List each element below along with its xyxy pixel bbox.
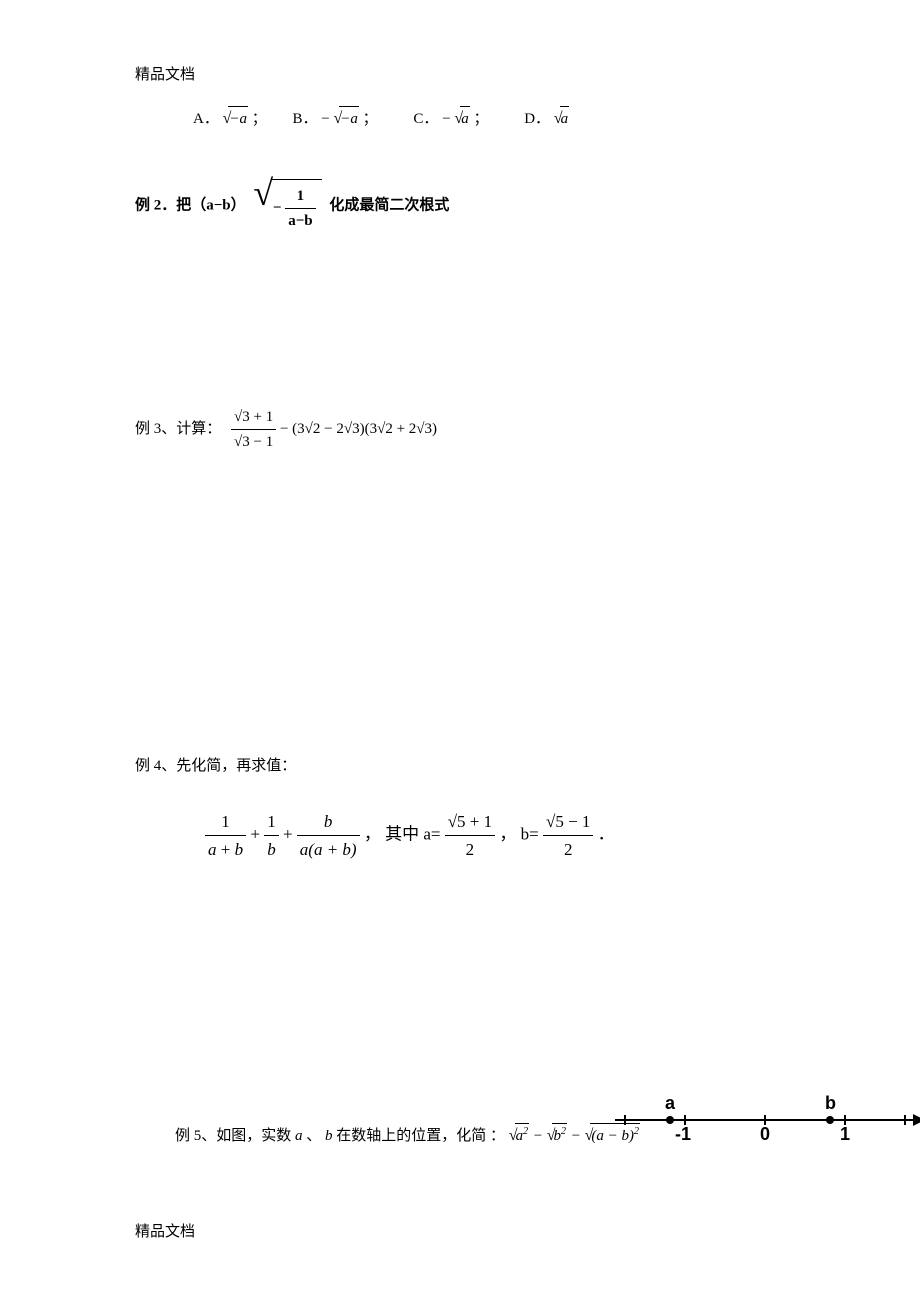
example-2-sqrt: √ − 1 a−b — [253, 177, 321, 235]
option-b-arg: −a — [339, 106, 359, 131]
ex5-sqrt-a2: √a2 — [509, 1123, 529, 1149]
option-c-arg: a — [460, 106, 470, 131]
example-3-label: 例 3、计算： — [135, 417, 221, 441]
ex4-term2: 1 b — [264, 808, 279, 863]
example-2-label: 例 2．把（a−b） — [135, 197, 246, 213]
ex4-term1: 1 a + b — [205, 808, 246, 863]
numberline-zero: 0 — [760, 1124, 770, 1144]
option-c-expr: √a — [454, 106, 469, 132]
option-b-minus: − — [321, 107, 329, 131]
ex4-a-value: √5 + 1 2 — [445, 808, 495, 863]
option-d: D． √a — [524, 106, 569, 132]
numberline-one: 1 — [840, 1124, 850, 1144]
example-3-frac: √3 + 1 √3 − 1 — [231, 405, 276, 454]
ex4-where: 其中 a= — [385, 824, 440, 843]
option-a-arg: −a — [228, 106, 248, 131]
ex4-b-num: √5 − 1 — [543, 808, 593, 835]
option-a: A． √−a ； — [193, 106, 267, 132]
ex4-a-den: 2 — [445, 835, 495, 863]
option-a-label: A． — [193, 107, 219, 131]
option-c-label: C． — [413, 107, 438, 131]
page-header: 精品文档 — [135, 63, 195, 87]
ex4-t1-den: a + b — [205, 835, 246, 863]
ex5-minus2: − — [571, 1128, 581, 1144]
page-footer: 精品文档 — [135, 1220, 195, 1244]
option-d-label: D． — [524, 107, 550, 131]
ex4-a-num: √5 + 1 — [445, 808, 495, 835]
example-2-frac-den: a−b — [285, 208, 315, 233]
example-4-expr: 1 a + b + 1 b + b a(a + b) ， 其中 a= √5 + … — [205, 808, 815, 863]
ex5-minus1: − — [533, 1128, 543, 1144]
example-3-num: √3 + 1 — [231, 405, 276, 429]
ex4-b-den: 2 — [543, 835, 593, 863]
ex5-b2-base: b — [553, 1128, 561, 1144]
numberline-label-a: a — [665, 1093, 676, 1113]
ex4-t3-num: b — [297, 808, 360, 835]
number-line-svg: a b -1 0 1 — [615, 1085, 920, 1145]
ex4-t1-den-b: b — [235, 840, 244, 859]
example-2-frac: 1 a−b — [285, 184, 315, 233]
ex5-post: 在数轴上的位置，化简 ： — [336, 1128, 505, 1144]
number-line-figure: a b -1 0 1 — [615, 1085, 920, 1145]
ex4-b-value: √5 − 1 2 — [543, 808, 593, 863]
document-content: A． √−a ； B． − √−a ； C． − √a ； D． √a — [135, 100, 815, 1149]
example-2-frac-num: 1 — [285, 184, 315, 208]
ex4-plus2: + — [283, 824, 293, 843]
example-2: 例 2．把（a−b） √ − 1 a−b 化成最简二次根式 — [135, 177, 815, 235]
example-4: 例 4、先化简，再求值： 1 a + b + 1 b + b a(a + b) … — [135, 754, 815, 863]
ex4-t2-num: 1 — [264, 808, 279, 835]
ex5-mid: 、 — [306, 1128, 321, 1144]
numberline-neg1: -1 — [675, 1124, 691, 1144]
ex4-term3: b a(a + b) — [297, 808, 360, 863]
ex4-t1-den-plus: + — [221, 840, 231, 859]
option-b: B． − √−a ； — [293, 106, 378, 132]
ex4-comma: ， — [364, 824, 381, 843]
ex5-a: a — [295, 1128, 303, 1144]
option-d-arg: a — [560, 106, 570, 131]
ex4-plus1: + — [250, 824, 260, 843]
numberline-label-b: b — [825, 1093, 836, 1113]
option-d-expr: √a — [554, 106, 569, 132]
ex5-b2-exp: 2 — [561, 1126, 566, 1137]
ex5-pre: 例 5、如图，实数 — [175, 1128, 295, 1144]
example-3: 例 3、计算： √3 + 1 √3 − 1 − (3√2 − 2√3)(3√2 … — [135, 405, 815, 454]
example-3-rest: − (3√2 − 2√3)(3√2 + 2√3) — [280, 421, 437, 437]
ex4-t3-den: a(a + b) — [297, 835, 360, 863]
option-c-sep: ； — [473, 107, 488, 131]
ex5-a2-base: a — [516, 1128, 524, 1144]
ex5-a2-exp: 2 — [523, 1126, 528, 1137]
option-a-expr: √−a — [223, 106, 248, 132]
ex5-sqrt-b2: √b2 — [547, 1123, 567, 1149]
example-4-label: 例 4、先化简，再求值： — [135, 754, 815, 778]
option-c-minus: − — [442, 107, 450, 131]
ex4-t1-num: 1 — [205, 808, 246, 835]
option-b-expr: √−a — [334, 106, 359, 132]
option-a-sep: ； — [252, 107, 267, 131]
example-2-tail: 化成最简二次根式 — [329, 197, 449, 213]
answer-options: A． √−a ； B． − √−a ； C． − √a ； D． √a — [193, 106, 815, 132]
example-2-minus: − — [273, 200, 282, 216]
option-b-sep: ； — [363, 107, 378, 131]
ex5-b: b — [325, 1128, 333, 1144]
option-b-label: B． — [293, 107, 318, 131]
example-3-den: √3 − 1 — [231, 429, 276, 454]
ex4-period: ． — [598, 824, 615, 843]
ex4-b-label: ， b= — [499, 824, 538, 843]
ex4-t2-den: b — [264, 835, 279, 863]
ex4-t1-den-a: a — [208, 840, 217, 859]
option-c: C． − √a ； — [413, 106, 488, 132]
